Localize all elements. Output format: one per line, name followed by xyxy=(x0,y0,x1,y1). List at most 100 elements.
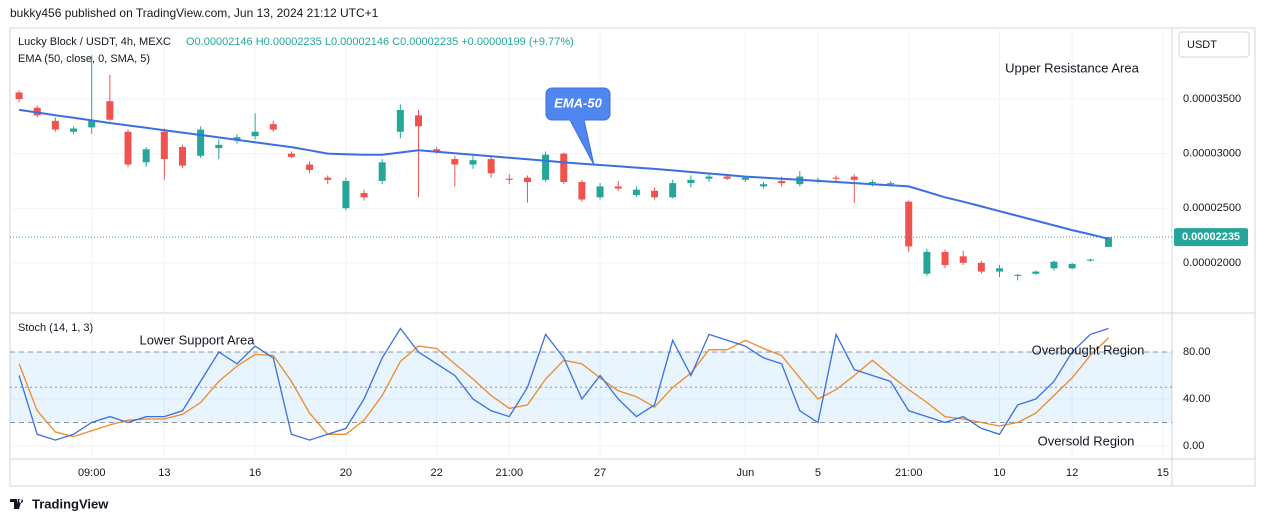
candle-body xyxy=(324,177,332,180)
candle-body xyxy=(342,180,350,209)
y-tick-label: 0.00002000 xyxy=(1183,257,1241,269)
legend-ohlc: O0.00002146 H0.00002235 L0.00002146 C0.0… xyxy=(186,36,574,48)
candle-body xyxy=(287,153,295,157)
candle-body xyxy=(51,120,59,130)
candle-body xyxy=(451,159,459,165)
candle-body xyxy=(996,268,1004,272)
candle-body xyxy=(142,149,150,163)
candle-body xyxy=(233,137,241,141)
candle-body xyxy=(433,149,441,152)
currency: USDT xyxy=(1187,39,1217,51)
x-tick-label: 16 xyxy=(249,467,261,479)
x-tick-label: 15 xyxy=(1157,467,1169,479)
series-line xyxy=(18,337,1109,438)
pane-title: Stoch (14, 1, 3) xyxy=(18,322,93,334)
candle-body xyxy=(197,129,205,156)
legend-indicator: EMA (50, close, 0, SMA, 5) xyxy=(18,53,150,65)
candle-body xyxy=(632,189,640,196)
candle-body xyxy=(178,147,186,166)
candle-body xyxy=(415,115,423,127)
candle-body xyxy=(70,128,78,132)
candle-body xyxy=(560,153,568,183)
candle-body xyxy=(106,101,114,120)
callout-label: EMA-50 xyxy=(554,95,602,110)
candle-body xyxy=(578,182,586,200)
candle-body xyxy=(124,131,132,165)
candle-body xyxy=(832,177,840,179)
x-tick-label: 12 xyxy=(1066,467,1078,479)
x-tick-label: 20 xyxy=(340,467,352,479)
x-tick-label: 27 xyxy=(594,467,606,479)
x-tick-label: 21:00 xyxy=(496,467,524,479)
candle-body xyxy=(868,182,876,184)
candle-body xyxy=(723,176,731,179)
candle-body xyxy=(251,131,259,137)
series-line xyxy=(18,108,1109,240)
annotation: Upper Resistance Area xyxy=(1005,60,1139,75)
candle-body xyxy=(1050,261,1058,269)
header: bukky456 published on TradingView.com, J… xyxy=(10,6,379,20)
candle-body xyxy=(1032,271,1040,274)
candle-body xyxy=(923,251,931,274)
candle-body xyxy=(669,183,677,198)
currency-box[interactable] xyxy=(1178,31,1250,58)
candle-body xyxy=(396,109,404,132)
candle-body xyxy=(905,201,913,247)
x-tick-label: Jun xyxy=(736,467,754,479)
candle-body xyxy=(959,256,967,263)
candle-body xyxy=(1068,263,1076,269)
candle-body xyxy=(487,159,495,174)
candle-body xyxy=(614,186,622,189)
x-tick-label: 21:00 xyxy=(895,467,923,479)
y-tick-label: 0.00003000 xyxy=(1183,148,1241,160)
candle-body xyxy=(306,164,314,170)
last-price-box xyxy=(1174,228,1248,247)
candle-body xyxy=(850,176,858,180)
y-tick-label: 80.00 xyxy=(1183,346,1211,358)
annotation: Oversold Region xyxy=(1038,433,1135,448)
legend-symbol: Lucky Block / USDT, 4h, MEXC xyxy=(18,36,171,48)
candle-body xyxy=(1104,237,1112,247)
candle-body xyxy=(778,180,786,184)
x-tick-label: 13 xyxy=(158,467,170,479)
y-tick-label: 40.00 xyxy=(1183,393,1211,405)
candle-body xyxy=(651,190,659,198)
candle-body xyxy=(887,183,895,185)
candle-body xyxy=(360,192,368,198)
candle-body xyxy=(378,162,386,181)
y-tick-label: 0.00 xyxy=(1183,440,1204,452)
y-tick-label: 0.00003500 xyxy=(1183,93,1241,105)
candle-body xyxy=(15,92,23,99)
frame xyxy=(9,27,1256,487)
candle-body xyxy=(542,154,550,180)
candle-body xyxy=(741,177,749,180)
candle-body xyxy=(977,262,985,272)
annotation: Lower Support Area xyxy=(140,332,256,347)
footer: TradingView xyxy=(32,496,109,511)
candle-body xyxy=(596,186,604,198)
candle-body xyxy=(88,120,96,128)
y-tick-label: 0.00002500 xyxy=(1183,202,1241,214)
candle-body xyxy=(941,251,949,266)
logo xyxy=(10,499,24,509)
candle-body xyxy=(1086,259,1094,261)
candle-body xyxy=(160,131,168,160)
candle-body xyxy=(1014,274,1022,276)
x-tick-label: 09:00 xyxy=(78,467,106,479)
series-line xyxy=(18,327,1109,441)
last-price-label: 0.00002235 xyxy=(1182,231,1240,243)
candle-body xyxy=(269,124,277,130)
candle-body xyxy=(523,177,531,183)
candle-body xyxy=(505,178,513,180)
x-tick-label: 5 xyxy=(815,467,821,479)
candle-body xyxy=(705,176,713,179)
x-tick-label: 22 xyxy=(431,467,443,479)
candle-body xyxy=(759,184,767,187)
annotation: Overbought Region xyxy=(1032,342,1145,357)
callout-box xyxy=(545,87,611,166)
x-tick-label: 10 xyxy=(993,467,1005,479)
candle-body xyxy=(687,179,695,184)
candle-body xyxy=(215,144,223,149)
candle-body xyxy=(469,160,477,165)
